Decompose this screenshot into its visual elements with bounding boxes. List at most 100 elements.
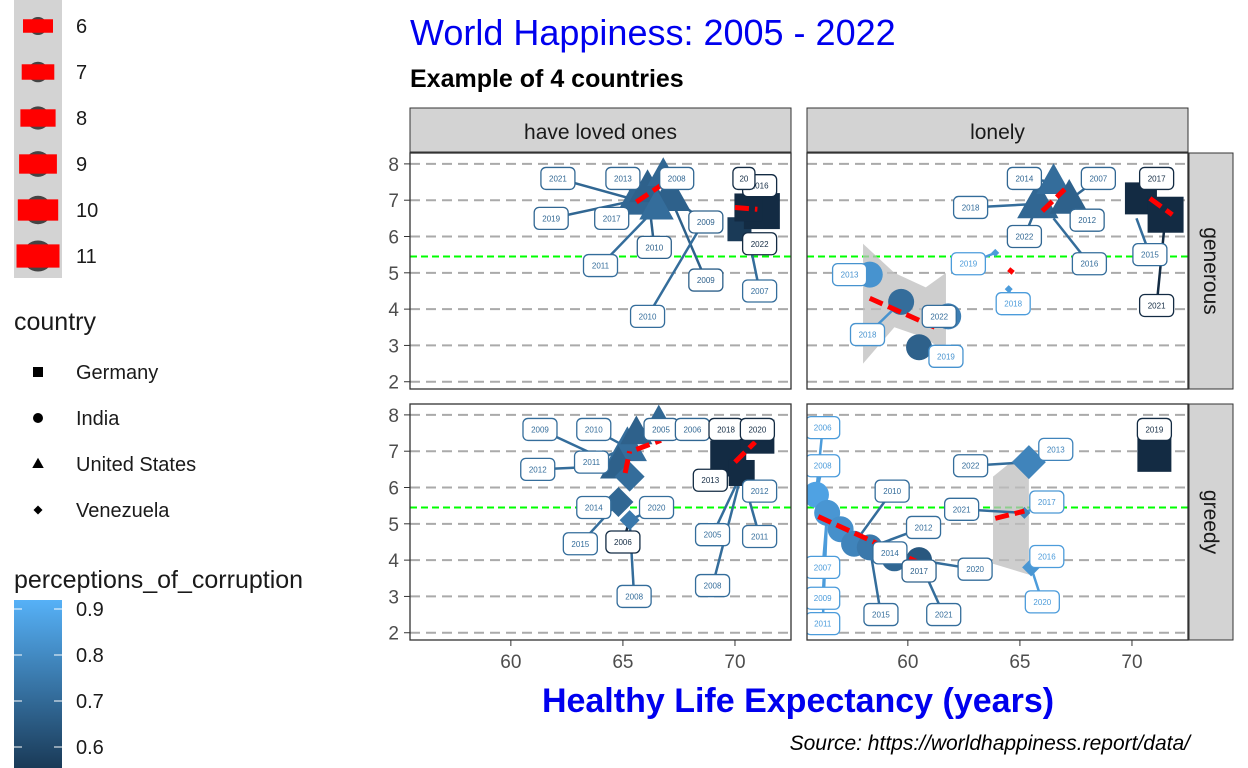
year-label: 2018 xyxy=(962,203,980,212)
size-legend-swatch xyxy=(17,199,59,221)
year-label: 2019 xyxy=(1145,425,1163,434)
size-legend-label: 6 xyxy=(76,16,87,38)
facet-strip-label: lonely xyxy=(970,121,1025,144)
country-legend-label: Germany xyxy=(76,362,158,384)
year-label-box xyxy=(576,495,612,520)
year-label-box xyxy=(605,166,641,191)
year-label-box xyxy=(943,497,980,521)
y-tick-label: 7 xyxy=(388,191,399,212)
year-label-box xyxy=(1006,224,1043,249)
colorbar-tick-label: 0.6 xyxy=(76,737,104,759)
year-label: 2012 xyxy=(1078,216,1096,225)
size-legend-label: 7 xyxy=(76,62,87,84)
year-label-box xyxy=(831,262,868,287)
year-label: 2009 xyxy=(697,276,715,285)
source-caption: Source: https://worldhappiness.report/da… xyxy=(790,732,1193,755)
year-label-box xyxy=(1132,243,1168,267)
year-label: 2010 xyxy=(585,425,603,434)
year-label: 2013 xyxy=(1047,445,1065,454)
year-label: 2006 xyxy=(814,424,832,433)
year-label: 2016 xyxy=(1080,260,1098,269)
diamond-legend-icon xyxy=(33,505,43,515)
year-label-box xyxy=(926,602,962,627)
trend-line xyxy=(1148,196,1174,217)
year-label-box xyxy=(520,457,556,482)
corruption-legend-title: perceptions_of_corruption xyxy=(14,566,303,594)
year-label-box xyxy=(807,454,841,478)
year-label: 2015 xyxy=(872,611,890,620)
size-legend-swatch xyxy=(19,154,57,174)
y-tick-label: 2 xyxy=(388,624,399,645)
year-label-box xyxy=(928,344,964,368)
year-label: 2012 xyxy=(529,465,547,474)
data-point-circle xyxy=(906,334,933,361)
year-label-box xyxy=(1138,293,1175,318)
facet-strip-label: have loved ones xyxy=(524,121,677,144)
year-label: 2015 xyxy=(1141,251,1159,260)
year-label: 2011 xyxy=(814,620,832,629)
year-label-box xyxy=(950,252,987,276)
year-label: 2019 xyxy=(937,352,955,361)
x-tick-label: 60 xyxy=(500,652,521,673)
year-label-box xyxy=(874,479,910,503)
data-point-square xyxy=(1137,437,1172,472)
year-label: 2016 xyxy=(1038,552,1056,561)
year-label: 2019 xyxy=(542,214,560,223)
country-legend-label: United States xyxy=(76,454,196,476)
year-label-box xyxy=(807,586,841,610)
data-point-triangle xyxy=(1036,163,1071,195)
facet-panel: 2013 2018 2022 2019 2018 2014 2007 2012 2022 2016… xyxy=(807,153,1188,389)
year-label: 2006 xyxy=(614,538,632,547)
year-label-box xyxy=(741,524,778,549)
facet-panel: 2009 2010 2005 2006 2018 2020 2012 2011 2013 2012… xyxy=(410,404,791,640)
country-legend-title: country xyxy=(14,308,96,336)
year-label: 2007 xyxy=(1089,174,1107,183)
x-tick-label: 70 xyxy=(1121,652,1142,673)
y-tick-label: 3 xyxy=(388,336,399,357)
trend-line xyxy=(634,181,665,205)
year-label: 2013 xyxy=(841,271,859,280)
year-label: 2010 xyxy=(645,243,663,252)
year-label-box xyxy=(576,417,612,442)
x-tick-label: 60 xyxy=(897,652,918,673)
year-label: 2021 xyxy=(1148,301,1166,310)
year-label: 2021 xyxy=(935,611,953,620)
year-label-box xyxy=(741,479,778,503)
x-tick-label: 70 xyxy=(724,652,745,673)
country-legend-label: Venezuela xyxy=(76,500,170,522)
size-legend-key-background xyxy=(14,0,62,278)
year-label-box xyxy=(995,292,1031,316)
year-label-box xyxy=(807,555,841,580)
year-label: 2022 xyxy=(751,240,769,249)
year-label-box xyxy=(605,530,641,554)
year-label-box xyxy=(741,232,778,256)
y-tick-label: 6 xyxy=(388,479,399,500)
year-label: 2017 xyxy=(910,567,928,576)
y-tick-label: 6 xyxy=(388,228,399,249)
year-label-box xyxy=(688,210,724,234)
year-label-box xyxy=(863,602,899,627)
y-tick-label: 5 xyxy=(388,264,399,285)
x-tick-label: 65 xyxy=(612,652,633,673)
colorbar-tick-label: 0.9 xyxy=(76,599,104,621)
year-label-box xyxy=(616,584,652,609)
year-label-box xyxy=(1029,544,1065,569)
year-label: 2006 xyxy=(683,425,701,434)
year-label-box xyxy=(739,417,776,442)
year-label-box xyxy=(533,206,569,231)
panel-border xyxy=(409,152,792,390)
data-point-triangle xyxy=(1017,181,1059,219)
year-label-box xyxy=(1080,166,1117,191)
trend-line xyxy=(734,204,758,212)
year-label: 2008 xyxy=(668,174,686,183)
year-label-box xyxy=(849,322,886,347)
panel-border xyxy=(806,403,1189,641)
year-label-box xyxy=(905,515,942,540)
year-label-box xyxy=(1071,252,1108,276)
trend-line xyxy=(1040,187,1067,213)
data-point-diamond xyxy=(619,510,640,531)
size-legend-swatch xyxy=(16,244,60,268)
year-label: 2018 xyxy=(717,425,735,434)
y-tick-label: 7 xyxy=(388,442,399,463)
year-label: 2017 xyxy=(603,214,621,223)
